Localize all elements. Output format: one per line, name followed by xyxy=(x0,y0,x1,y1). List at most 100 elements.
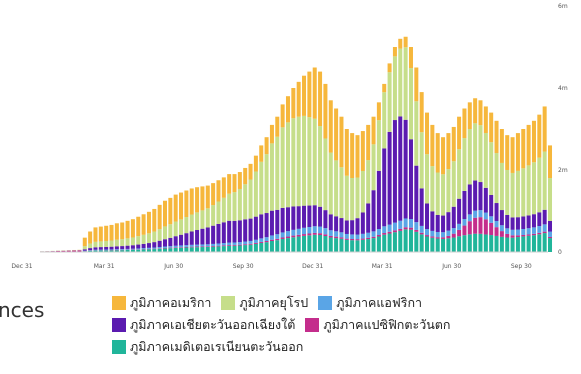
bar-segment-southeast_asia xyxy=(275,209,280,235)
legend-swatch xyxy=(112,296,126,310)
bar-segment-western_pacific xyxy=(435,237,440,239)
bar-segment-europe xyxy=(195,212,200,231)
bar-segment-southeast_asia xyxy=(216,223,221,244)
y-tick-label: 0 xyxy=(558,249,562,256)
bar-segment-africa xyxy=(350,234,355,239)
bar-segment-africa xyxy=(334,231,339,237)
x-tick-label: Dec 31 xyxy=(302,263,323,270)
bar-segment-europe xyxy=(441,174,446,216)
bar-segment-western_pacific xyxy=(237,244,242,246)
bar-segment-americas xyxy=(483,106,488,134)
bar-segment-western_pacific xyxy=(526,234,531,236)
bar-segment-americas xyxy=(451,126,456,162)
bar-segment-americas xyxy=(318,71,323,127)
bar-segment-americas xyxy=(414,67,419,102)
bar-segment-southeast_asia xyxy=(173,236,178,246)
bar-segment-americas xyxy=(499,129,504,163)
bar-segment-europe xyxy=(483,133,488,188)
bar-segment-europe xyxy=(451,161,456,207)
bar-segment-europe xyxy=(285,122,290,208)
legend-item-southeast_asia[interactable]: ภูมิภาคเอเชียตะวันออกเฉียงใต้ xyxy=(112,315,295,335)
bar-segment-africa xyxy=(441,232,446,238)
legend-item-europe[interactable]: ภูมิภาคยุโรป xyxy=(221,293,308,313)
bar-segment-europe xyxy=(205,208,210,228)
bar-segment-americas xyxy=(425,112,430,155)
bar-segment-western_pacific xyxy=(483,219,488,235)
bar-segment-western_pacific xyxy=(200,246,205,248)
bar-segment-eastern_mediterranean xyxy=(264,242,269,252)
bar-segment-africa xyxy=(473,210,478,218)
bar-segment-africa xyxy=(403,218,408,228)
bar-segment-americas xyxy=(109,224,114,241)
bar-segment-africa xyxy=(526,228,531,235)
bar-segment-europe xyxy=(521,168,526,217)
bar-segment-western_pacific xyxy=(478,217,483,234)
bar-segment-eastern_mediterranean xyxy=(221,246,226,252)
bar-segment-eastern_mediterranean xyxy=(269,240,274,252)
bar-segment-eastern_mediterranean xyxy=(259,242,264,252)
bar-segment-europe xyxy=(339,167,344,219)
bar-segment-western_pacific xyxy=(408,227,413,230)
x-tick-label: Jun 30 xyxy=(441,263,461,270)
bar-segment-southeast_asia xyxy=(382,148,387,227)
bar-segment-western_pacific xyxy=(382,233,387,235)
bar-segment-americas xyxy=(542,106,547,152)
bar-segment-southeast_asia xyxy=(93,247,98,250)
bar-segment-americas xyxy=(130,219,135,238)
bar-segment-western_pacific xyxy=(264,241,269,243)
bar-segment-eastern_mediterranean xyxy=(141,249,146,252)
bar-segment-africa xyxy=(312,226,317,233)
bar-segment-southeast_asia xyxy=(323,210,328,229)
bar-segment-europe xyxy=(499,162,504,211)
legend-item-americas[interactable]: ภูมิภาคอเมริกา xyxy=(112,293,211,313)
bar-segment-africa xyxy=(168,246,173,248)
bar-segment-africa xyxy=(307,227,312,234)
bar-segment-americas xyxy=(494,120,499,154)
bar-segment-europe xyxy=(408,68,413,140)
bar-segment-western_pacific xyxy=(189,246,194,248)
bar-segment-europe xyxy=(141,234,146,244)
bar-segment-southeast_asia xyxy=(328,214,333,231)
bar-segment-europe xyxy=(350,178,355,221)
bar-segment-western_pacific xyxy=(419,232,424,235)
bar-segment-americas xyxy=(328,100,333,153)
bar-segment-europe xyxy=(462,138,467,191)
bar-segment-europe xyxy=(360,170,365,213)
legend-item-eastern_mediterranean[interactable]: ภูมิภาคเมดิเตอเรเนียนตะวันออก xyxy=(112,337,303,357)
bar-segment-americas xyxy=(323,83,328,139)
bar-segment-americas xyxy=(339,116,344,168)
bar-segment-africa xyxy=(542,224,547,232)
bar-segment-africa xyxy=(339,232,344,238)
bar-segment-eastern_mediterranean xyxy=(323,236,328,252)
bar-segment-southeast_asia xyxy=(88,248,93,251)
bar-segment-southeast_asia xyxy=(269,210,274,236)
bar-segment-europe xyxy=(505,169,510,215)
x-tick-label: Sep 30 xyxy=(511,263,532,270)
bar-segment-southeast_asia xyxy=(441,215,446,233)
bar-segment-europe xyxy=(323,138,328,211)
bar-segment-africa xyxy=(184,245,189,247)
bar-segment-eastern_mediterranean xyxy=(537,234,542,252)
bar-segment-southeast_asia xyxy=(473,180,478,211)
bar-segment-western_pacific xyxy=(291,235,296,238)
bar-segment-eastern_mediterranean xyxy=(93,250,98,252)
bar-segment-americas xyxy=(280,104,285,128)
bar-segment-eastern_mediterranean xyxy=(291,237,296,252)
bar-segment-eastern_mediterranean xyxy=(542,233,547,252)
bar-segment-eastern_mediterranean xyxy=(328,237,333,252)
bar-segment-americas xyxy=(120,222,125,240)
legend-item-western_pacific[interactable]: ภูมิภาคแปซิฟิกตะวันตก xyxy=(305,315,450,335)
bar-segment-southeast_asia xyxy=(355,218,360,235)
bar-segment-europe xyxy=(237,188,242,221)
bar-segment-southeast_asia xyxy=(243,219,248,242)
legend-item-africa[interactable]: ภูมิภาคแอฟริกา xyxy=(318,293,422,313)
bar-segment-europe xyxy=(526,165,531,216)
bar-segment-americas xyxy=(221,177,226,198)
bar-segment-eastern_mediterranean xyxy=(195,247,200,252)
legend: ภูมิภาคอเมริกา ภูมิภาคยุโรป ภูมิภาคแอฟริกา… xyxy=(112,292,572,358)
bar-segment-europe xyxy=(93,241,98,248)
bar-segment-western_pacific xyxy=(312,232,317,235)
bar-segment-africa xyxy=(435,231,440,238)
bar-segment-southeast_asia xyxy=(179,234,184,246)
bar-segment-africa xyxy=(221,243,226,246)
